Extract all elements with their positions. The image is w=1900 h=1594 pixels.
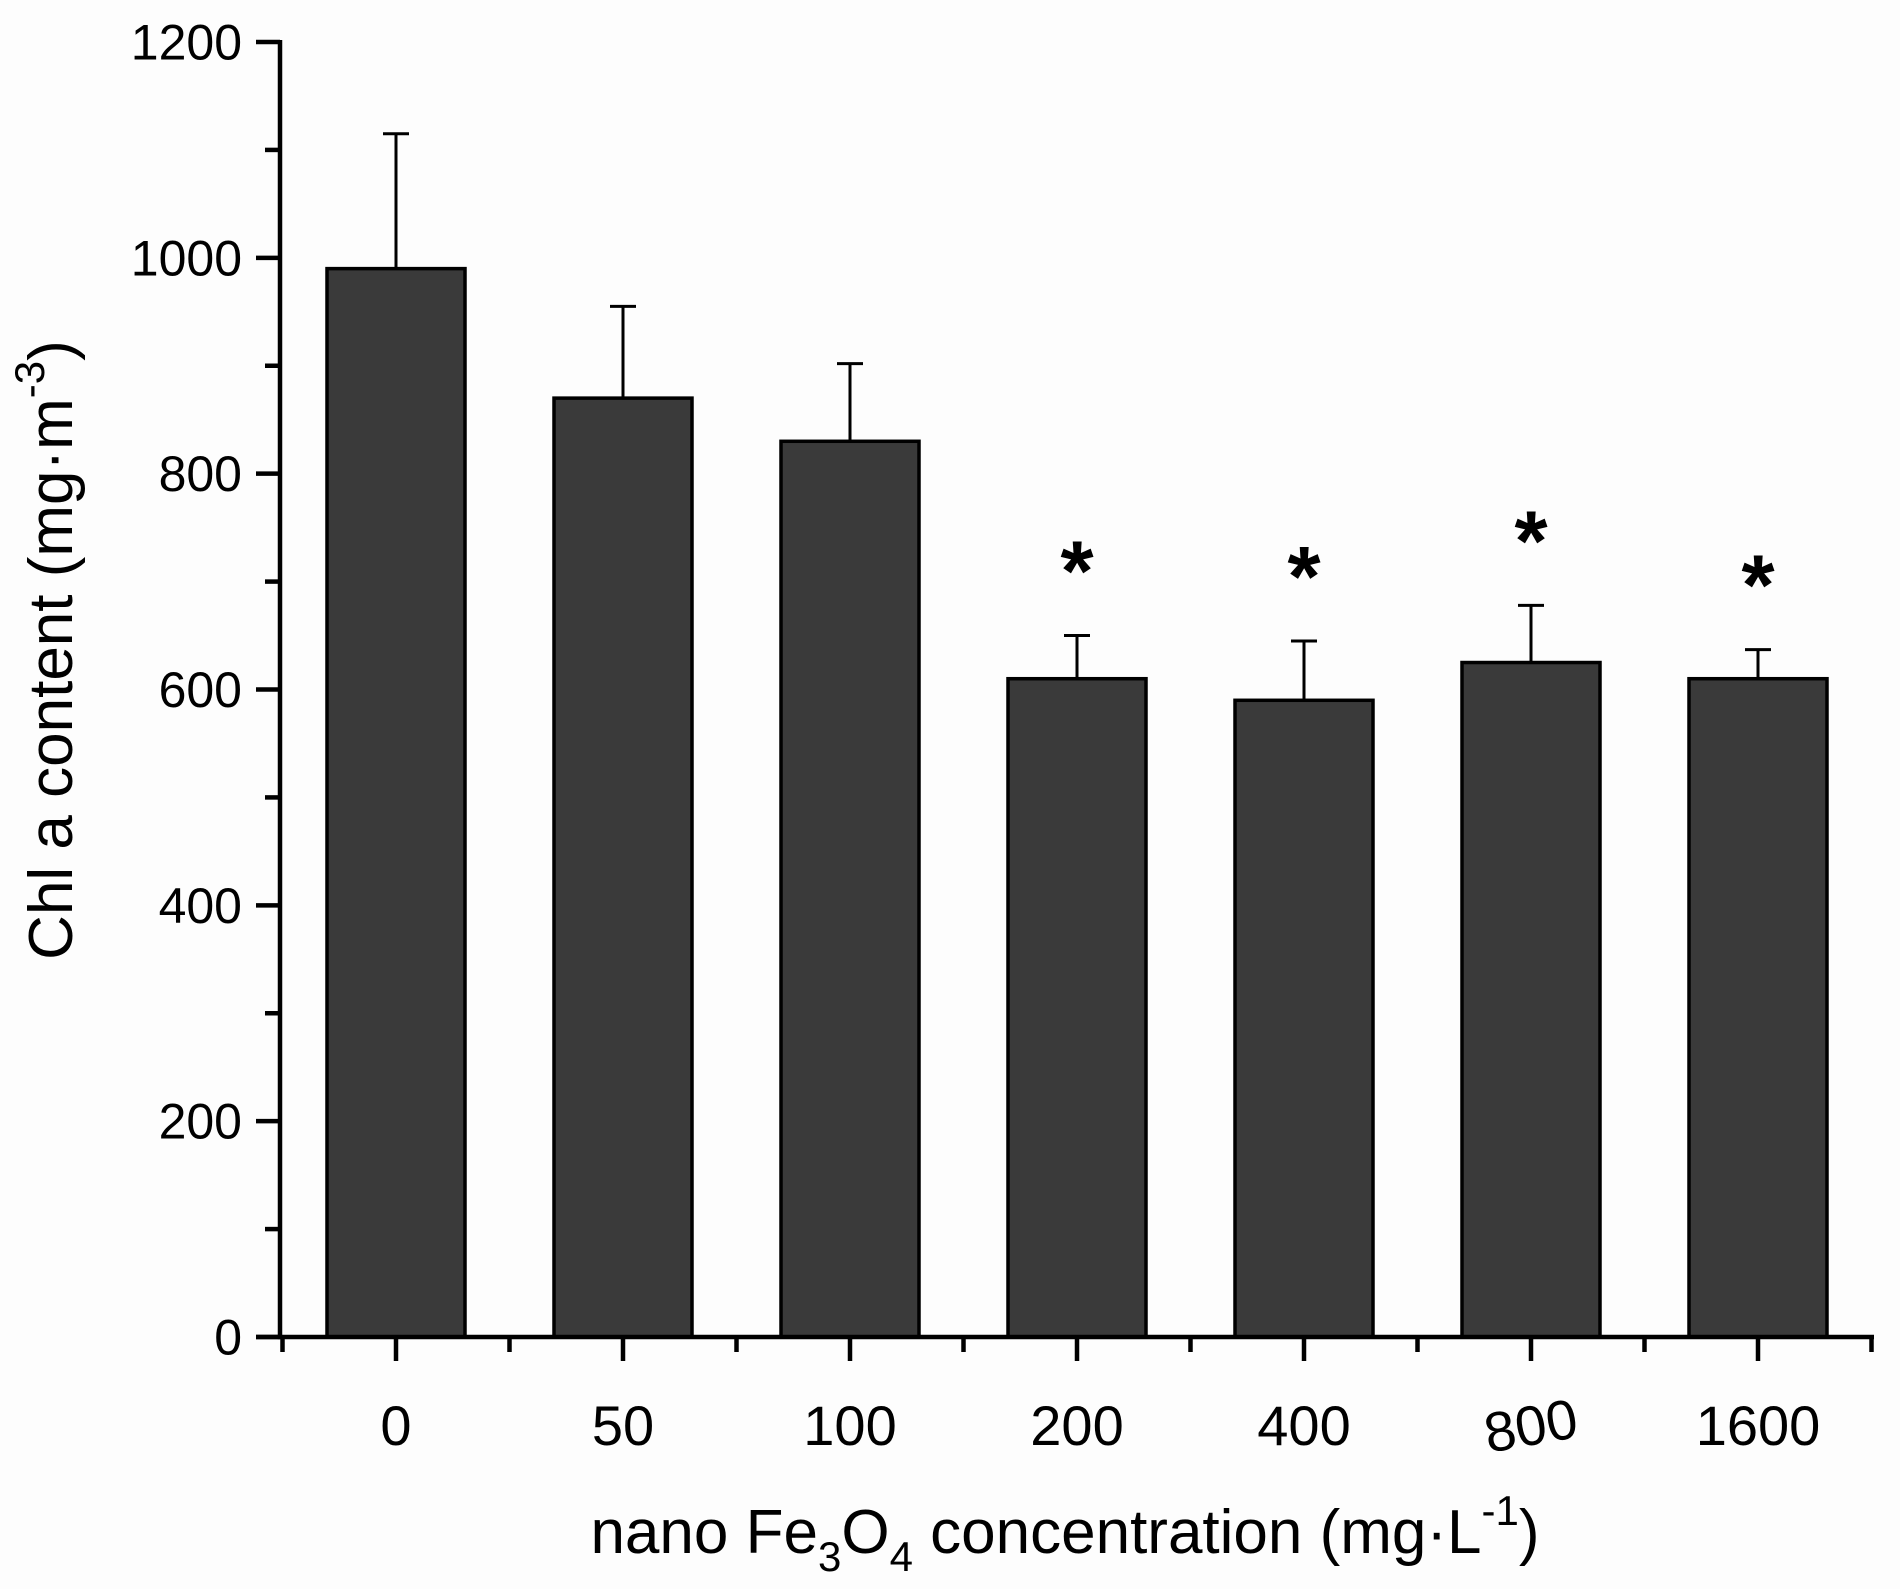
y-tick-label: 0 [214,1310,242,1366]
x-axis-title-subscript: 3 [818,1533,841,1580]
x-axis-title-part: ) [1519,1498,1540,1567]
error-bars-group [383,132,1771,701]
y-tick-label: 400 [159,878,242,934]
x-tick-label: 200 [1030,1394,1123,1457]
y-axis-title-superscript: -3 [6,361,53,398]
y-axis-title-part: ) [17,340,86,361]
y-tick-label: 800 [159,446,242,502]
x-axis-title-part: concentration (mg·L [913,1498,1482,1567]
bar [552,396,694,1339]
y-tick-label: 600 [159,662,242,718]
x-axis-title-superscript: -1 [1482,1487,1519,1534]
bar [1687,676,1829,1339]
x-tick-label: 100 [803,1394,896,1457]
bar [779,439,921,1339]
y-axis-title-part: Chl a content (mg·m [17,398,86,960]
bar [1006,676,1148,1339]
x-tick-label: 400 [1257,1394,1350,1457]
bar [1460,660,1602,1339]
x-tick-label: 0 [380,1394,411,1457]
ticks-group [256,39,1874,1361]
significance-asterisk: * [1741,539,1774,634]
x-axis-title-part: O [841,1498,889,1567]
significance-asterisk: * [1060,525,1093,620]
bar [1233,698,1375,1339]
x-axis-title-subscript: 4 [890,1533,913,1580]
x-axis-title-part: nano Fe [590,1498,818,1567]
tick-labels-group: 0 200 400 600 800 1000 1200 0 50 100 200 400 800 1600 [131,15,1821,1465]
x-tick-label: 50 [592,1394,654,1457]
x-axis-title: nano Fe3O4 concentration (mg·L-1) [590,1487,1539,1580]
significance-markers-group: * * * * [1060,494,1774,633]
significance-asterisk: * [1514,494,1547,589]
bars-group [325,266,1829,1339]
y-tick-label: 1200 [131,15,242,71]
x-tick-label: 1600 [1696,1394,1821,1457]
y-axis-title: Chl a content (mg·m-3) [6,340,86,960]
y-tick-label: 200 [159,1094,242,1150]
significance-asterisk: * [1287,530,1320,625]
bar [325,266,467,1339]
y-tick-label: 1000 [131,230,242,286]
x-tick-label: 800 [1479,1386,1582,1464]
